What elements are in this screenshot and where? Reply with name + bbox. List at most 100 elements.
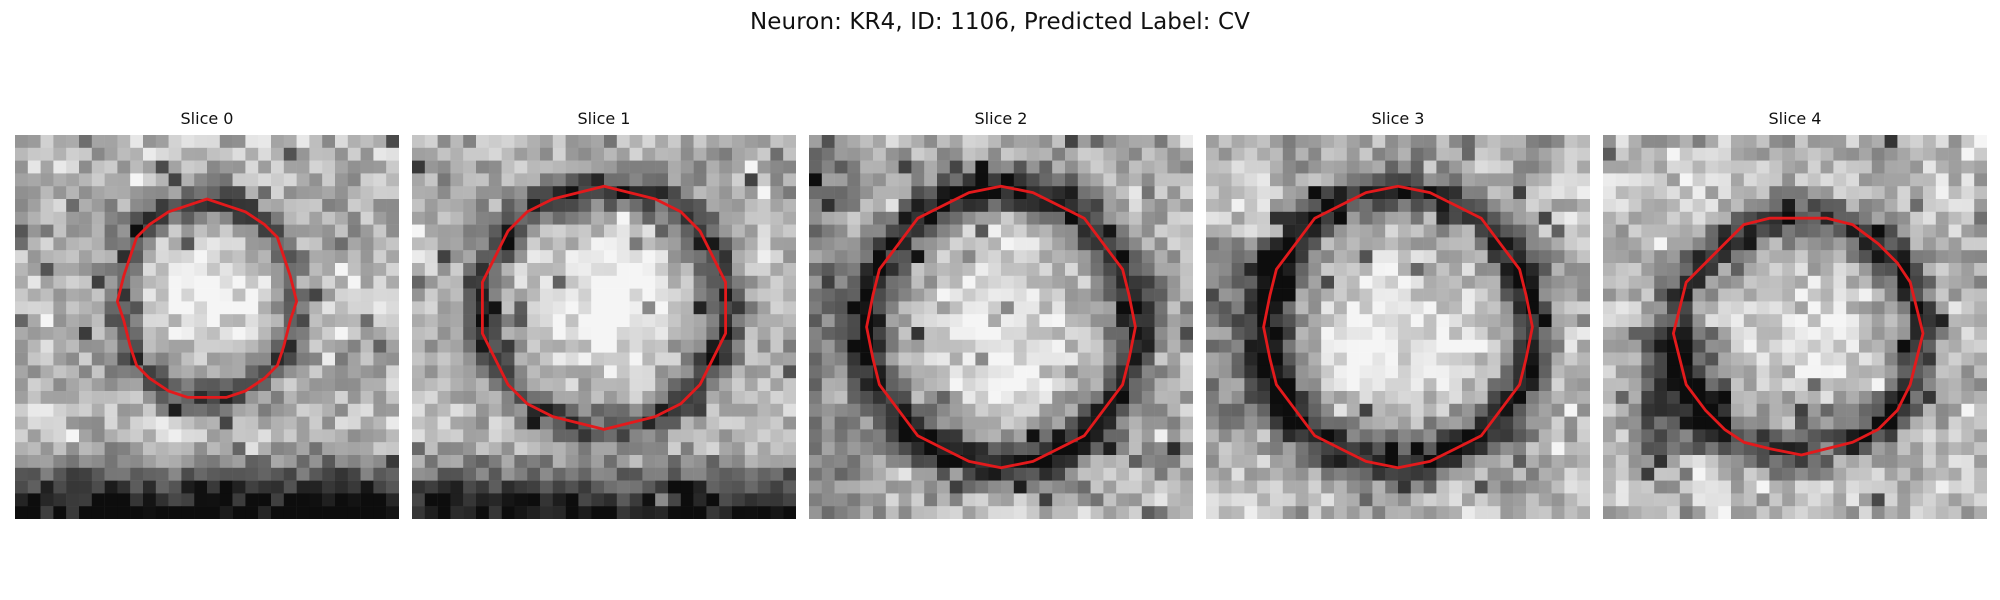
image-pixel: [296, 352, 310, 366]
image-pixel: [1526, 224, 1540, 238]
image-pixel: [27, 339, 41, 353]
image-pixel: [1654, 442, 1668, 456]
image-pixel: [309, 301, 323, 315]
image-pixel: [1423, 237, 1437, 251]
image-pixel: [1679, 224, 1693, 238]
image-pixel: [860, 160, 874, 174]
image-pixel: [1756, 186, 1770, 200]
image-pixel: [591, 429, 605, 443]
image-pixel: [412, 160, 426, 174]
image-pixel: [1948, 378, 1962, 392]
image-pixel: [1167, 493, 1181, 507]
image-pixel: [488, 455, 502, 469]
image-pixel: [1346, 391, 1360, 405]
image-pixel: [732, 442, 746, 456]
image-pixel: [1282, 301, 1296, 315]
image-pixel: [1948, 480, 1962, 494]
image-pixel: [1334, 314, 1348, 328]
image-pixel: [565, 288, 579, 302]
image-pixel: [924, 160, 938, 174]
image-pixel: [53, 199, 67, 213]
image-pixel: [1103, 391, 1117, 405]
image-pixel: [1257, 442, 1271, 456]
image-pixel: [1513, 250, 1527, 264]
image-pixel: [1500, 135, 1514, 149]
image-pixel: [629, 250, 643, 264]
image-pixel: [15, 442, 29, 456]
image-pixel: [476, 199, 490, 213]
image-pixel: [53, 455, 67, 469]
image-pixel: [1846, 339, 1860, 353]
image-pixel: [1282, 173, 1296, 187]
image-pixel: [1359, 288, 1373, 302]
image-pixel: [1385, 199, 1399, 213]
image-pixel: [719, 506, 733, 519]
image-pixel: [1948, 263, 1962, 277]
image-pixel: [1961, 506, 1975, 519]
image-pixel: [66, 199, 80, 213]
image-pixel: [1564, 275, 1578, 289]
image-pixel: [424, 160, 438, 174]
image-pixel: [1423, 493, 1437, 507]
image-pixel: [1731, 365, 1745, 379]
image-pixel: [1270, 250, 1284, 264]
image-pixel: [1436, 288, 1450, 302]
image-pixel: [1935, 365, 1949, 379]
image-pixel: [834, 480, 848, 494]
image-pixel: [1154, 160, 1168, 174]
image-pixel: [1282, 147, 1296, 161]
image-pixel: [219, 467, 233, 481]
image-pixel: [1257, 250, 1271, 264]
image-pixel: [1206, 429, 1220, 443]
image-pixel: [1449, 403, 1463, 417]
image-pixel: [1410, 224, 1424, 238]
image-pixel: [1436, 455, 1450, 469]
image-pixel: [1013, 224, 1027, 238]
image-pixel: [552, 250, 566, 264]
image-pixel: [1679, 211, 1693, 225]
image-pixel: [1923, 314, 1937, 328]
image-pixel: [1206, 160, 1220, 174]
image-pixel: [1859, 391, 1873, 405]
image-pixel: [335, 301, 349, 315]
image-pixel: [924, 147, 938, 161]
image-pixel: [1385, 391, 1399, 405]
image-pixel: [66, 275, 80, 289]
image-pixel: [898, 455, 912, 469]
image-pixel: [1206, 365, 1220, 379]
image-pixel: [130, 378, 144, 392]
image-pixel: [219, 429, 233, 443]
image-pixel: [1564, 467, 1578, 481]
image-pixel: [1001, 442, 1015, 456]
image-pixel: [53, 237, 67, 251]
image-pixel: [476, 173, 490, 187]
image-pixel: [744, 365, 758, 379]
image-pixel: [1410, 250, 1424, 264]
image-pixel: [1603, 493, 1617, 507]
image-pixel: [450, 455, 464, 469]
image-pixel: [1935, 493, 1949, 507]
image-pixel: [1628, 391, 1642, 405]
image-pixel: [1679, 352, 1693, 366]
image-pixel: [1884, 455, 1898, 469]
image-pixel: [309, 378, 323, 392]
image-pixel: [271, 391, 285, 405]
image-pixel: [91, 442, 105, 456]
image-pixel: [1180, 365, 1193, 379]
image-pixel: [1833, 352, 1847, 366]
image-pixel: [143, 301, 157, 315]
image-pixel: [1321, 327, 1335, 341]
image-pixel: [1077, 327, 1091, 341]
image-pixel: [1026, 160, 1040, 174]
image-pixel: [1807, 327, 1821, 341]
image-pixel: [40, 199, 54, 213]
image-pixel: [1782, 352, 1796, 366]
image-pixel: [1129, 378, 1143, 392]
image-pixel: [1513, 429, 1527, 443]
image-pixel: [1423, 391, 1437, 405]
image-pixel: [1218, 173, 1232, 187]
image-pixel: [1244, 237, 1258, 251]
image-pixel: [962, 467, 976, 481]
image-pixel: [1718, 301, 1732, 315]
image-pixel: [1013, 493, 1027, 507]
